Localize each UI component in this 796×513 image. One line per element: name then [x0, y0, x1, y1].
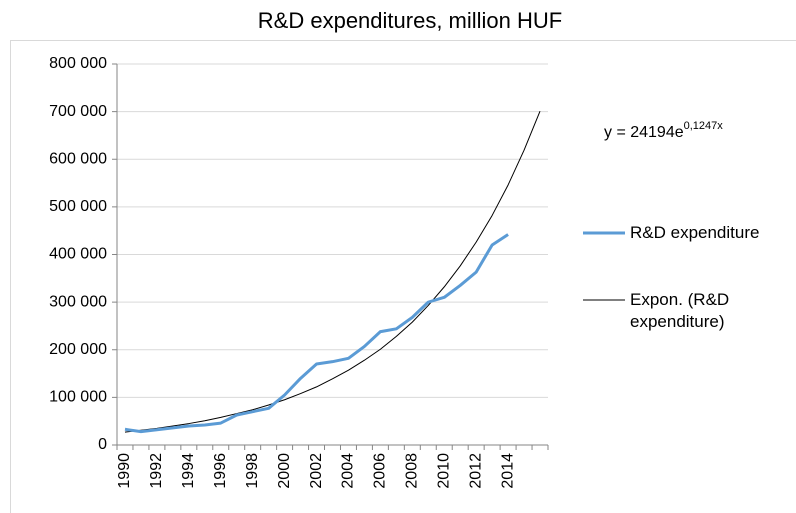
y-tick-label: 400 000: [49, 246, 107, 263]
legend-label: R&D expenditure: [630, 223, 760, 242]
data-line: [124, 233, 509, 434]
y-tick-label: 500 000: [49, 198, 107, 215]
x-tick-label: 1992: [148, 453, 165, 489]
x-tick-label: 1990: [116, 453, 133, 489]
annotation-exponent: 0,1247x: [684, 120, 724, 132]
x-tick-label: 2012: [467, 453, 484, 489]
annotation-text: y = 24194e: [604, 124, 684, 141]
x-tick-label: 2008: [404, 453, 421, 489]
x-tick-label: 2010: [435, 453, 452, 489]
x-tick-label: 1996: [212, 453, 229, 489]
trend-line: [124, 110, 541, 433]
x-tick-label: 2004: [340, 453, 357, 489]
y-tick-label: 100 000: [49, 389, 107, 406]
y-tick-label: 600 000: [49, 150, 107, 167]
chart-title: R&D expenditures, million HUF: [258, 8, 562, 33]
x-tick-label: 2000: [276, 453, 293, 489]
y-tick-label: 700 000: [49, 103, 107, 120]
annotation: y = 24194e0,1247x: [604, 120, 723, 141]
y-tick-label: 300 000: [49, 293, 107, 310]
chart-frame: [10, 40, 796, 513]
y-tick-label: 0: [98, 436, 107, 453]
x-tick-label: 1998: [244, 453, 261, 489]
legend-label: Expon. (R&D expenditure): [630, 290, 730, 331]
x-tick-label: 2006: [372, 453, 389, 489]
y-tick-label: 200 000: [49, 341, 107, 358]
x-tick-label: 2002: [308, 453, 325, 489]
x-tick-label: 2014: [499, 453, 516, 489]
y-tick-label: 800 000: [49, 55, 107, 72]
x-tick-label: 1994: [180, 453, 197, 489]
